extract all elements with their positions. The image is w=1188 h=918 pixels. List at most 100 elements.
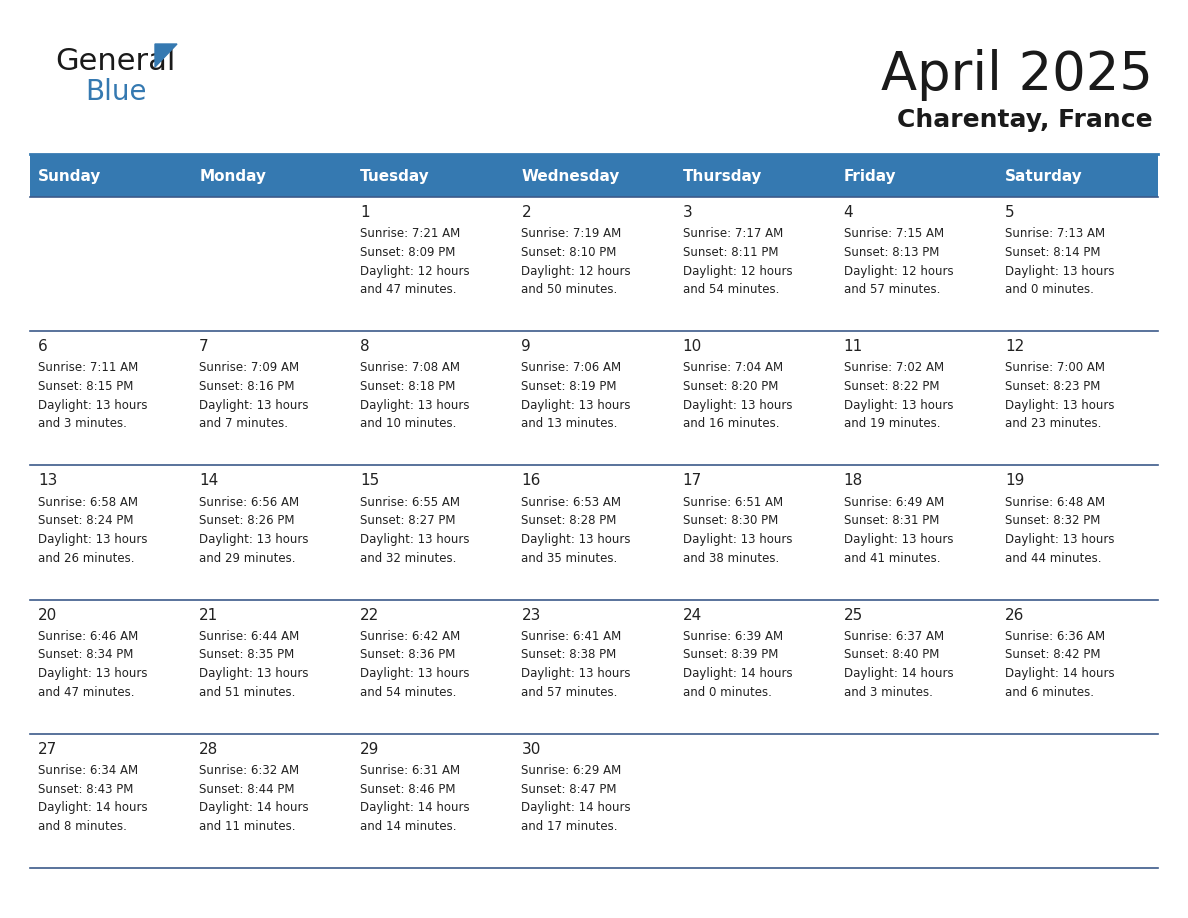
Text: and 23 minutes.: and 23 minutes. — [1005, 418, 1101, 431]
Text: and 29 minutes.: and 29 minutes. — [200, 552, 296, 565]
Text: and 8 minutes.: and 8 minutes. — [38, 820, 127, 833]
Text: Sunset: 8:23 PM: Sunset: 8:23 PM — [1005, 380, 1100, 393]
Text: Daylight: 12 hours: Daylight: 12 hours — [522, 264, 631, 277]
Bar — [353, 155, 513, 197]
Text: 4: 4 — [843, 205, 853, 220]
Text: Daylight: 13 hours: Daylight: 13 hours — [200, 533, 309, 546]
Text: 2: 2 — [522, 205, 531, 220]
Text: Sunset: 8:10 PM: Sunset: 8:10 PM — [522, 246, 617, 259]
Text: Sunrise: 7:06 AM: Sunrise: 7:06 AM — [522, 362, 621, 375]
Text: Sunset: 8:36 PM: Sunset: 8:36 PM — [360, 648, 456, 661]
Text: Daylight: 13 hours: Daylight: 13 hours — [1005, 533, 1114, 546]
Bar — [30, 599, 1158, 733]
Text: Sunrise: 6:42 AM: Sunrise: 6:42 AM — [360, 630, 461, 643]
Text: Daylight: 13 hours: Daylight: 13 hours — [843, 398, 953, 411]
Text: Sunset: 8:38 PM: Sunset: 8:38 PM — [522, 648, 617, 661]
Text: Sunrise: 7:00 AM: Sunrise: 7:00 AM — [1005, 362, 1105, 375]
Text: Blue: Blue — [86, 78, 146, 106]
Text: Sunrise: 6:29 AM: Sunrise: 6:29 AM — [522, 764, 621, 777]
Text: 12: 12 — [1005, 339, 1024, 354]
Text: 20: 20 — [38, 608, 57, 622]
Text: Sunrise: 7:02 AM: Sunrise: 7:02 AM — [843, 362, 943, 375]
Text: April 2025: April 2025 — [881, 49, 1154, 101]
Bar — [30, 155, 191, 197]
Text: Daylight: 14 hours: Daylight: 14 hours — [522, 801, 631, 814]
Text: Daylight: 13 hours: Daylight: 13 hours — [522, 533, 631, 546]
Bar — [835, 155, 997, 197]
Text: Sunset: 8:31 PM: Sunset: 8:31 PM — [843, 514, 939, 527]
Text: Sunset: 8:22 PM: Sunset: 8:22 PM — [843, 380, 940, 393]
Text: 18: 18 — [843, 474, 862, 488]
Text: and 50 minutes.: and 50 minutes. — [522, 283, 618, 297]
Text: 29: 29 — [360, 742, 380, 756]
Text: Sunset: 8:11 PM: Sunset: 8:11 PM — [683, 246, 778, 259]
Text: and 0 minutes.: and 0 minutes. — [683, 686, 771, 699]
Text: 16: 16 — [522, 474, 541, 488]
Text: 14: 14 — [200, 474, 219, 488]
Text: 6: 6 — [38, 339, 48, 354]
Text: 25: 25 — [843, 608, 862, 622]
Text: 7: 7 — [200, 339, 209, 354]
Text: and 10 minutes.: and 10 minutes. — [360, 418, 456, 431]
Text: 13: 13 — [38, 474, 57, 488]
Text: 11: 11 — [843, 339, 862, 354]
Text: Daylight: 13 hours: Daylight: 13 hours — [38, 398, 147, 411]
Bar — [997, 155, 1158, 197]
Text: Sunset: 8:20 PM: Sunset: 8:20 PM — [683, 380, 778, 393]
Text: Sunset: 8:30 PM: Sunset: 8:30 PM — [683, 514, 778, 527]
Text: and 32 minutes.: and 32 minutes. — [360, 552, 456, 565]
Text: and 57 minutes.: and 57 minutes. — [522, 686, 618, 699]
Text: Daylight: 14 hours: Daylight: 14 hours — [38, 801, 147, 814]
Text: Daylight: 13 hours: Daylight: 13 hours — [522, 667, 631, 680]
Text: Sunset: 8:42 PM: Sunset: 8:42 PM — [1005, 648, 1100, 661]
Text: Wednesday: Wednesday — [522, 169, 620, 184]
Bar — [30, 465, 1158, 599]
Text: Daylight: 12 hours: Daylight: 12 hours — [683, 264, 792, 277]
Text: Sunrise: 6:56 AM: Sunrise: 6:56 AM — [200, 496, 299, 509]
Text: and 19 minutes.: and 19 minutes. — [843, 418, 940, 431]
Text: and 54 minutes.: and 54 minutes. — [360, 686, 456, 699]
Text: Sunset: 8:39 PM: Sunset: 8:39 PM — [683, 648, 778, 661]
Text: and 3 minutes.: and 3 minutes. — [38, 418, 127, 431]
Text: Monday: Monday — [200, 169, 266, 184]
Bar — [191, 155, 353, 197]
Text: Sunrise: 7:21 AM: Sunrise: 7:21 AM — [360, 227, 461, 241]
Text: Sunrise: 6:53 AM: Sunrise: 6:53 AM — [522, 496, 621, 509]
Text: 5: 5 — [1005, 205, 1015, 220]
Text: and 47 minutes.: and 47 minutes. — [360, 283, 456, 297]
Text: Sunday: Sunday — [38, 169, 101, 184]
Bar — [513, 155, 675, 197]
Text: 21: 21 — [200, 608, 219, 622]
Text: Tuesday: Tuesday — [360, 169, 430, 184]
Text: 17: 17 — [683, 474, 702, 488]
Text: Daylight: 14 hours: Daylight: 14 hours — [843, 667, 953, 680]
Text: Sunset: 8:34 PM: Sunset: 8:34 PM — [38, 648, 133, 661]
Text: Sunrise: 6:31 AM: Sunrise: 6:31 AM — [360, 764, 461, 777]
Text: 19: 19 — [1005, 474, 1024, 488]
Text: Sunset: 8:47 PM: Sunset: 8:47 PM — [522, 783, 617, 796]
Text: Sunrise: 6:44 AM: Sunrise: 6:44 AM — [200, 630, 299, 643]
Text: 8: 8 — [360, 339, 369, 354]
Text: Sunrise: 6:58 AM: Sunrise: 6:58 AM — [38, 496, 138, 509]
Text: Sunrise: 6:39 AM: Sunrise: 6:39 AM — [683, 630, 783, 643]
Text: Daylight: 13 hours: Daylight: 13 hours — [200, 398, 309, 411]
Text: Sunrise: 6:37 AM: Sunrise: 6:37 AM — [843, 630, 943, 643]
Text: Daylight: 13 hours: Daylight: 13 hours — [843, 533, 953, 546]
Text: Sunset: 8:14 PM: Sunset: 8:14 PM — [1005, 246, 1100, 259]
Text: Sunset: 8:18 PM: Sunset: 8:18 PM — [360, 380, 456, 393]
Text: Sunrise: 7:09 AM: Sunrise: 7:09 AM — [200, 362, 299, 375]
Text: Sunset: 8:13 PM: Sunset: 8:13 PM — [843, 246, 939, 259]
Text: Daylight: 13 hours: Daylight: 13 hours — [683, 533, 792, 546]
Text: 1: 1 — [360, 205, 369, 220]
Text: Sunset: 8:35 PM: Sunset: 8:35 PM — [200, 648, 295, 661]
Text: 22: 22 — [360, 608, 379, 622]
Text: Charentay, France: Charentay, France — [897, 108, 1154, 132]
Text: and 3 minutes.: and 3 minutes. — [843, 686, 933, 699]
Text: Sunrise: 7:11 AM: Sunrise: 7:11 AM — [38, 362, 138, 375]
Text: Daylight: 13 hours: Daylight: 13 hours — [38, 533, 147, 546]
Text: and 54 minutes.: and 54 minutes. — [683, 283, 779, 297]
Text: Sunrise: 6:41 AM: Sunrise: 6:41 AM — [522, 630, 621, 643]
Bar — [675, 155, 835, 197]
Text: and 26 minutes.: and 26 minutes. — [38, 552, 134, 565]
Text: Sunset: 8:24 PM: Sunset: 8:24 PM — [38, 514, 133, 527]
